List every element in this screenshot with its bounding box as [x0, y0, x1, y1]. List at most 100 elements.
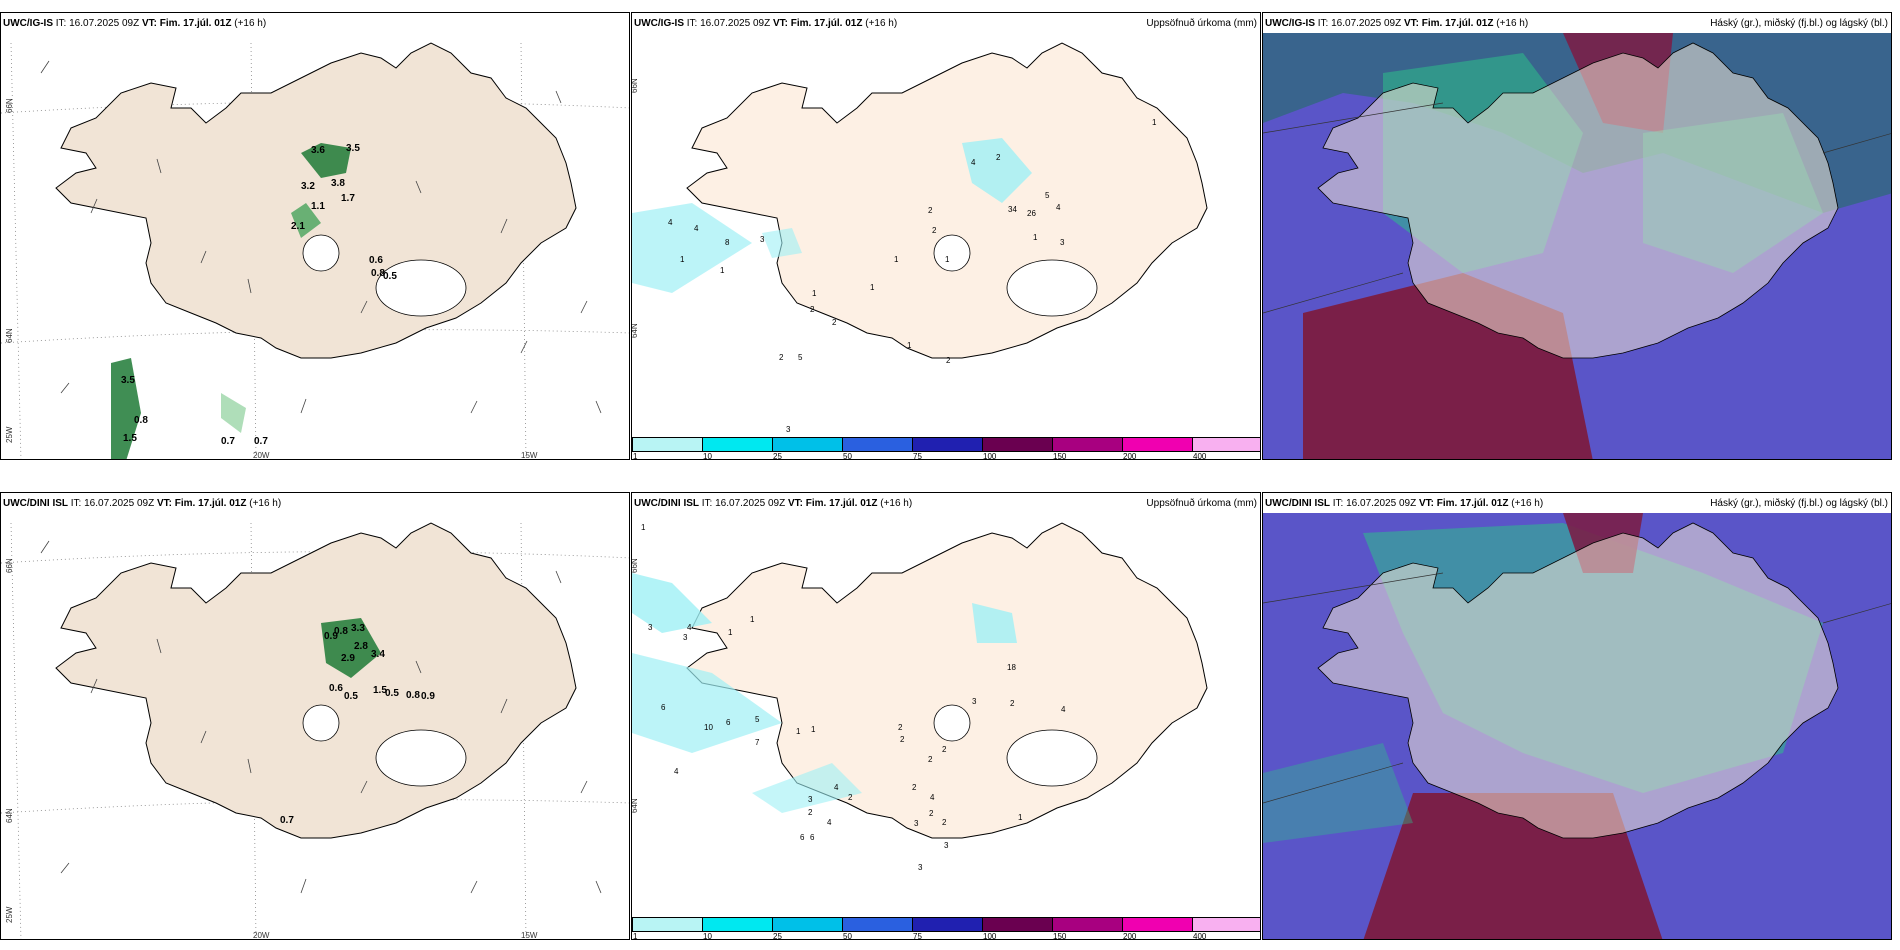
- cloud-map: [1263, 33, 1891, 459]
- wind-value: 3.5: [121, 375, 135, 386]
- lat-label-64n: 64N: [631, 798, 639, 813]
- wind-value: 3.5: [346, 143, 360, 154]
- colorbar-tick: 50: [843, 452, 852, 460]
- precip-value: 2: [810, 305, 815, 314]
- precip-map: [632, 522, 1208, 839]
- colorbar-tick: 25: [773, 932, 782, 940]
- precip-value: 5: [755, 715, 760, 724]
- colorbar-tick: 150: [1053, 932, 1067, 940]
- lat-label-66n: 66N: [631, 558, 639, 573]
- wind-value: 0.9: [324, 631, 338, 642]
- precip-value: 4: [674, 767, 679, 776]
- wind-value: 0.9: [421, 691, 435, 702]
- colorbar-cell: [1192, 917, 1260, 932]
- panel-header: UWC/IG-IS IT: 16.07.2025 09Z VT: Fim. 17…: [1265, 18, 1529, 29]
- precip-value: 1: [1152, 118, 1157, 127]
- wind-value: 0.5: [383, 271, 397, 282]
- colorbar-tick: 100: [983, 452, 997, 460]
- wind-value: 0.6: [369, 255, 383, 266]
- panel-title: Háský (gr.), miðský (fj.bl.) og lágský (…: [1710, 498, 1888, 509]
- colorbar-tick: 100: [983, 932, 997, 940]
- precip-value: 10: [704, 723, 713, 732]
- panel-title: Uppsöfnuð úrkoma (mm): [1146, 498, 1257, 509]
- precip-value: 3: [918, 863, 923, 872]
- wind-value: 1.5: [373, 685, 387, 696]
- precip-value: 2: [832, 318, 837, 327]
- precip-value: 26: [1027, 209, 1036, 218]
- precip-value: 4: [834, 783, 839, 792]
- wind-value: 0.8: [334, 626, 348, 637]
- wind-value: 1.7: [341, 193, 355, 204]
- colorbar-cell: [912, 917, 983, 932]
- wind-value: 1.5: [123, 433, 137, 444]
- wind-value: 3.3: [351, 623, 365, 634]
- colorbar-tick: 75: [913, 452, 922, 460]
- precip-value: 3: [808, 795, 813, 804]
- colorbar-cell: [772, 917, 843, 932]
- precip-value: 18: [1007, 663, 1016, 672]
- colorbar-cell: [1192, 437, 1260, 452]
- colorbar-tick: 150: [1053, 452, 1067, 460]
- wind-value: 3.6: [311, 145, 325, 156]
- wind-value: 0.5: [344, 691, 358, 702]
- panel-title: Háský (gr.), miðský (fj.bl.) og lágský (…: [1710, 18, 1888, 29]
- precip-value: 3: [648, 623, 653, 632]
- precip-value: 1: [945, 255, 950, 264]
- precip-value: 1: [1033, 233, 1038, 242]
- wind-value: 2.8: [354, 641, 368, 652]
- colorbar-tick: 10: [703, 932, 712, 940]
- lat-label-64n: 64N: [631, 323, 639, 338]
- precip-value: 6: [810, 833, 815, 842]
- wind-value: 0.5: [385, 688, 399, 699]
- precip-value: 1: [812, 289, 817, 298]
- precip-value: 1: [680, 255, 685, 264]
- precip-value: 2: [900, 735, 905, 744]
- wind-map-panel-row2: UWC/DINI ISL IT: 16.07.2025 09Z VT: Fim.…: [0, 492, 630, 940]
- lat-label-64n: 64N: [5, 328, 14, 343]
- wind-value: 0.8: [371, 268, 385, 279]
- cloud-map: [1263, 513, 1891, 939]
- panel-header: UWC/DINI ISL IT: 16.07.2025 09Z VT: Fim.…: [634, 498, 913, 509]
- wind-value: 0.7: [221, 436, 235, 447]
- wind-map: [1, 42, 629, 459]
- colorbar-cell: [1052, 437, 1123, 452]
- panel-header: UWC/DINI ISL IT: 16.07.2025 09Z VT: Fim.…: [1265, 498, 1544, 509]
- precip-value: 2: [942, 818, 947, 827]
- precip-value: 4: [1061, 705, 1066, 714]
- colorbar-tick: 75: [913, 932, 922, 940]
- lat-label-64n: 64N: [5, 808, 14, 823]
- colorbar-cell: [982, 917, 1053, 932]
- precip-value: 4: [827, 818, 832, 827]
- precip-value: 1: [796, 727, 801, 736]
- lon-label-15w: 15W: [521, 931, 538, 940]
- precip-colorbar: 1 10 25 50 75 100 150 200 400: [632, 437, 1260, 460]
- lat-label-66n: 66N: [5, 98, 14, 113]
- wind-value: 0.8: [134, 415, 148, 426]
- panel-title: Uppsöfnuð úrkoma (mm): [1146, 18, 1257, 29]
- precip-value: 2: [779, 353, 784, 362]
- iceland-land: [55, 522, 577, 839]
- precip-value: 1: [750, 615, 755, 624]
- wind-value: 0.8: [406, 690, 420, 701]
- colorbar-cell: [842, 917, 913, 932]
- precip-value: 6: [726, 718, 731, 727]
- precip-value: 2: [912, 783, 917, 792]
- precip-value: 5: [798, 353, 803, 362]
- precip-value: 2: [808, 808, 813, 817]
- colorbar-cell: [702, 917, 773, 932]
- precip-value: 2: [929, 809, 934, 818]
- wind-value: 0.7: [280, 815, 294, 826]
- precip-value: 3: [972, 697, 977, 706]
- lon-label-25w: 25W: [5, 426, 14, 443]
- colorbar-cell: [702, 437, 773, 452]
- precip-value: 3: [760, 235, 765, 244]
- precip-value: 3: [1060, 238, 1065, 247]
- precip-value: 2: [946, 356, 951, 365]
- colorbar-tick: 400: [1193, 932, 1207, 940]
- precip-value: 1: [907, 341, 912, 350]
- precip-value: 4: [1056, 203, 1061, 212]
- colorbar-cell: [982, 437, 1053, 452]
- precip-value: 4: [694, 224, 699, 233]
- precip-value: 2: [848, 793, 853, 802]
- colorbar-tick: 10: [703, 452, 712, 460]
